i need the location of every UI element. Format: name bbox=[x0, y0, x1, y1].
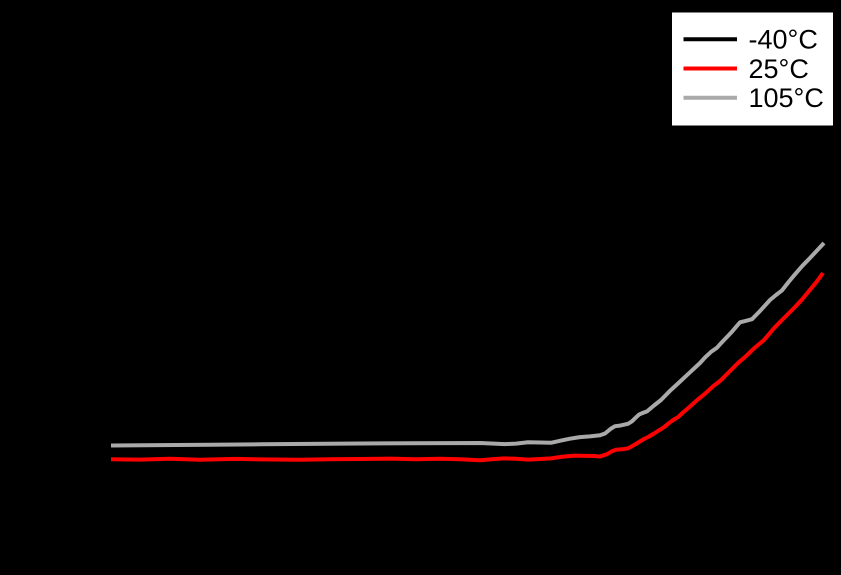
svg-text:25°C: 25°C bbox=[749, 54, 809, 84]
svg-text:-40°C: -40°C bbox=[749, 25, 818, 55]
svg-text:105°C: 105°C bbox=[749, 83, 824, 113]
